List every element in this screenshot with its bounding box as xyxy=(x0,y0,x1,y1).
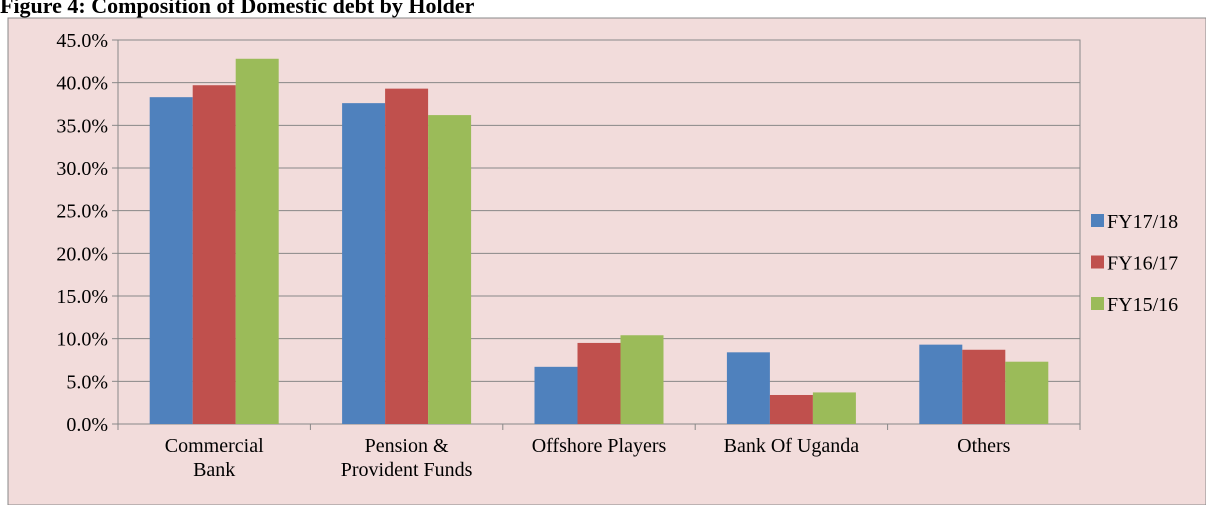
x-tick-label: Offshore Players xyxy=(532,435,667,457)
y-tick-label: 10.0% xyxy=(56,329,108,351)
bar xyxy=(812,392,856,424)
x-tick-label: Commercial Bank xyxy=(165,435,264,481)
y-tick-label: 25.0% xyxy=(56,201,108,223)
y-tick-label: 30.0% xyxy=(56,158,108,180)
bar xyxy=(962,349,1006,424)
bar xyxy=(192,85,236,424)
chart-title: Figure 4: Composition of Domestic debt b… xyxy=(0,0,475,18)
bar xyxy=(1005,361,1049,424)
y-tick-label: 40.0% xyxy=(56,73,108,95)
bar xyxy=(428,115,472,425)
y-tick-label: 5.0% xyxy=(66,371,108,393)
legend-swatch xyxy=(1091,255,1104,269)
legend-label: FY16/17 xyxy=(1107,253,1178,275)
y-tick-label: 45.0% xyxy=(56,30,108,52)
x-tick-label: Pension & Provident Funds xyxy=(341,435,473,481)
bar xyxy=(385,88,429,424)
bar xyxy=(726,352,770,424)
y-tick-label: 15.0% xyxy=(56,286,108,308)
bar xyxy=(919,344,963,424)
x-tick-label: Bank Of Uganda xyxy=(724,435,860,457)
bar xyxy=(149,97,193,424)
bar xyxy=(235,58,279,424)
x-tick-label: Others xyxy=(957,435,1011,457)
y-tick-label: 0.0% xyxy=(66,414,108,436)
legend-label: FY17/18 xyxy=(1107,211,1178,233)
bar xyxy=(620,335,664,424)
y-tick-label: 20.0% xyxy=(56,243,108,265)
legend-swatch xyxy=(1091,297,1104,310)
legend-swatch xyxy=(1091,214,1104,227)
legend-label: FY15/16 xyxy=(1107,294,1178,316)
bar xyxy=(769,394,813,424)
bar xyxy=(534,366,578,424)
bar xyxy=(342,103,386,424)
y-tick-label: 35.0% xyxy=(56,115,108,137)
bar xyxy=(577,342,621,424)
